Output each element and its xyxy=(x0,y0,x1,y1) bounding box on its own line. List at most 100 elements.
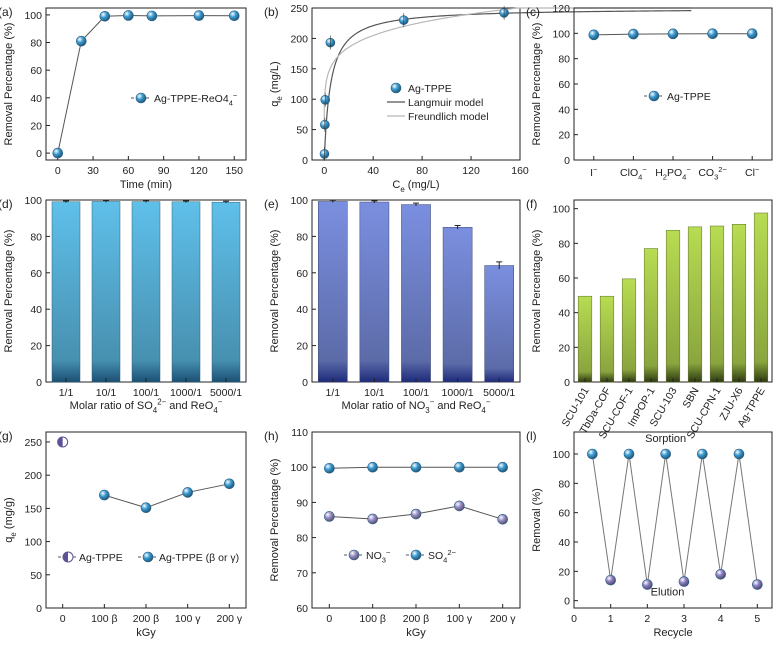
text-run: Cl xyxy=(745,167,755,179)
bar xyxy=(599,295,615,383)
y-tick-label: 0 xyxy=(564,155,570,167)
data-point xyxy=(588,29,600,41)
y-tick-label: 80 xyxy=(296,231,308,243)
y-tick-label: 100 xyxy=(24,195,42,207)
y-tick-label: 60 xyxy=(296,603,308,615)
x-tick-label: 200 β xyxy=(133,613,159,625)
x-tick-label: SBN xyxy=(680,386,701,411)
y-tick-label: 80 xyxy=(558,54,570,66)
panel-e: (e) 0 20 40 60 80 100 Removal Percentage (%) 1/1… xyxy=(264,195,521,415)
text-run: q xyxy=(3,537,15,543)
y-tick-label: 40 xyxy=(30,304,42,316)
y-tick-label: 100 xyxy=(290,462,308,474)
x-tick-label: 100/1 xyxy=(403,387,429,399)
y-tick-label: 20 xyxy=(30,120,42,132)
data-point xyxy=(182,487,193,498)
panel-label: (d) xyxy=(0,197,13,211)
text-run: ClO xyxy=(620,167,638,179)
bar xyxy=(621,278,637,383)
y-tick-label: 60 xyxy=(296,268,308,280)
text-run: (mg/g) xyxy=(3,497,15,532)
y-axis-title: Removal Percentage (%) xyxy=(269,230,281,353)
x-tick-label: 160 xyxy=(511,165,529,177)
y-tick-label: 20 xyxy=(558,566,570,578)
y-tick-label: 0 xyxy=(302,155,308,167)
y-tick-label: 100 xyxy=(552,28,570,40)
legend-marker xyxy=(410,549,422,561)
legend-marker xyxy=(390,82,402,94)
x-tick-label: 1 xyxy=(608,613,614,625)
superscript: 2− xyxy=(157,398,166,407)
subscript: e xyxy=(275,96,284,101)
subscript: 4 xyxy=(229,99,233,108)
text-run: (mg/L) xyxy=(405,179,440,191)
y-tick-label: 20 xyxy=(30,341,42,353)
text-run: Molar ratio of NO xyxy=(342,400,426,412)
data-point xyxy=(497,461,508,473)
freundlich-fit-curve xyxy=(323,7,692,123)
legend-label: Ag-TPPE-ReO44− xyxy=(154,91,238,108)
legend-label: NO3− xyxy=(366,548,391,565)
y-axis-title: Removal Percentage (%) xyxy=(531,23,543,146)
subscript: e xyxy=(400,185,405,194)
data-point xyxy=(367,461,378,473)
x-tick-label: 10/1 xyxy=(364,387,385,399)
y-tick-label: 50 xyxy=(30,570,42,582)
panel-d: (d) 0 20 40 60 80 100 Removal Percentage (%) 1/1… xyxy=(0,195,247,415)
data-point xyxy=(228,10,240,22)
bar xyxy=(484,265,515,383)
y-tick-label: 0 xyxy=(564,596,570,608)
bar xyxy=(687,226,703,383)
bar xyxy=(91,201,121,383)
y-tick-label: 60 xyxy=(30,65,42,77)
sorption-point xyxy=(733,448,745,460)
y-axis-title: qe (mg/L) xyxy=(269,61,284,106)
elution-point xyxy=(752,579,763,590)
data-point xyxy=(628,28,639,40)
y-tick-label: 100 xyxy=(24,10,42,22)
half-marker-fill xyxy=(63,552,68,562)
legend-label: Langmuir model xyxy=(408,97,483,109)
x-tick-label: 5000/1 xyxy=(210,387,242,399)
x-tick-label: 1/1 xyxy=(325,387,340,399)
subscript: 4 xyxy=(153,406,158,415)
plot-frame xyxy=(573,431,773,609)
y-axis-title: Removal Percentage (%) xyxy=(3,23,15,146)
elution-point xyxy=(715,568,726,580)
x-tick-label: Cl− xyxy=(745,165,760,179)
subscript: e xyxy=(9,532,18,537)
x-tick-label: 200 γ xyxy=(216,613,242,625)
bar xyxy=(643,248,659,383)
y-tick-label: 40 xyxy=(30,93,42,105)
superscript: − xyxy=(233,91,238,100)
x-axis-title: Recycle xyxy=(653,627,692,639)
subscript: 3 xyxy=(425,406,430,415)
x-tick-label: 0 xyxy=(571,613,577,625)
subscript: 4 xyxy=(638,173,642,182)
legend-label: Ag-TPPE xyxy=(408,83,452,95)
data-point xyxy=(746,28,758,40)
legend-marker xyxy=(62,551,74,563)
reference-point xyxy=(57,436,69,448)
bar xyxy=(442,227,473,383)
text-run: q xyxy=(269,101,281,107)
y-tick-label: 60 xyxy=(30,268,42,280)
series-line xyxy=(104,483,230,509)
x-tick-label: 90 xyxy=(158,165,170,177)
x-axis-title: kGy xyxy=(406,627,426,639)
panel-l: (l) 0 20 40 60 80 100 0 1 2 3 4 5 Removal (%) Recycle S… xyxy=(526,429,773,639)
x-tick-label: 60 xyxy=(123,165,135,177)
x-tick-label: 100 γ xyxy=(446,613,472,625)
y-tick-label: 200 xyxy=(290,33,308,45)
y-axis-title: Removal Percentage (%) xyxy=(531,230,543,353)
elution-point xyxy=(678,576,690,587)
data-point xyxy=(454,500,465,512)
plot-frame xyxy=(311,7,521,161)
text-run: NO xyxy=(366,550,382,562)
x-tick-label: ClO4− xyxy=(620,165,647,182)
x-tick-label: 80 xyxy=(416,165,428,177)
data-point xyxy=(497,513,508,525)
data-point xyxy=(324,462,335,474)
text-run: and ReO xyxy=(166,400,214,412)
